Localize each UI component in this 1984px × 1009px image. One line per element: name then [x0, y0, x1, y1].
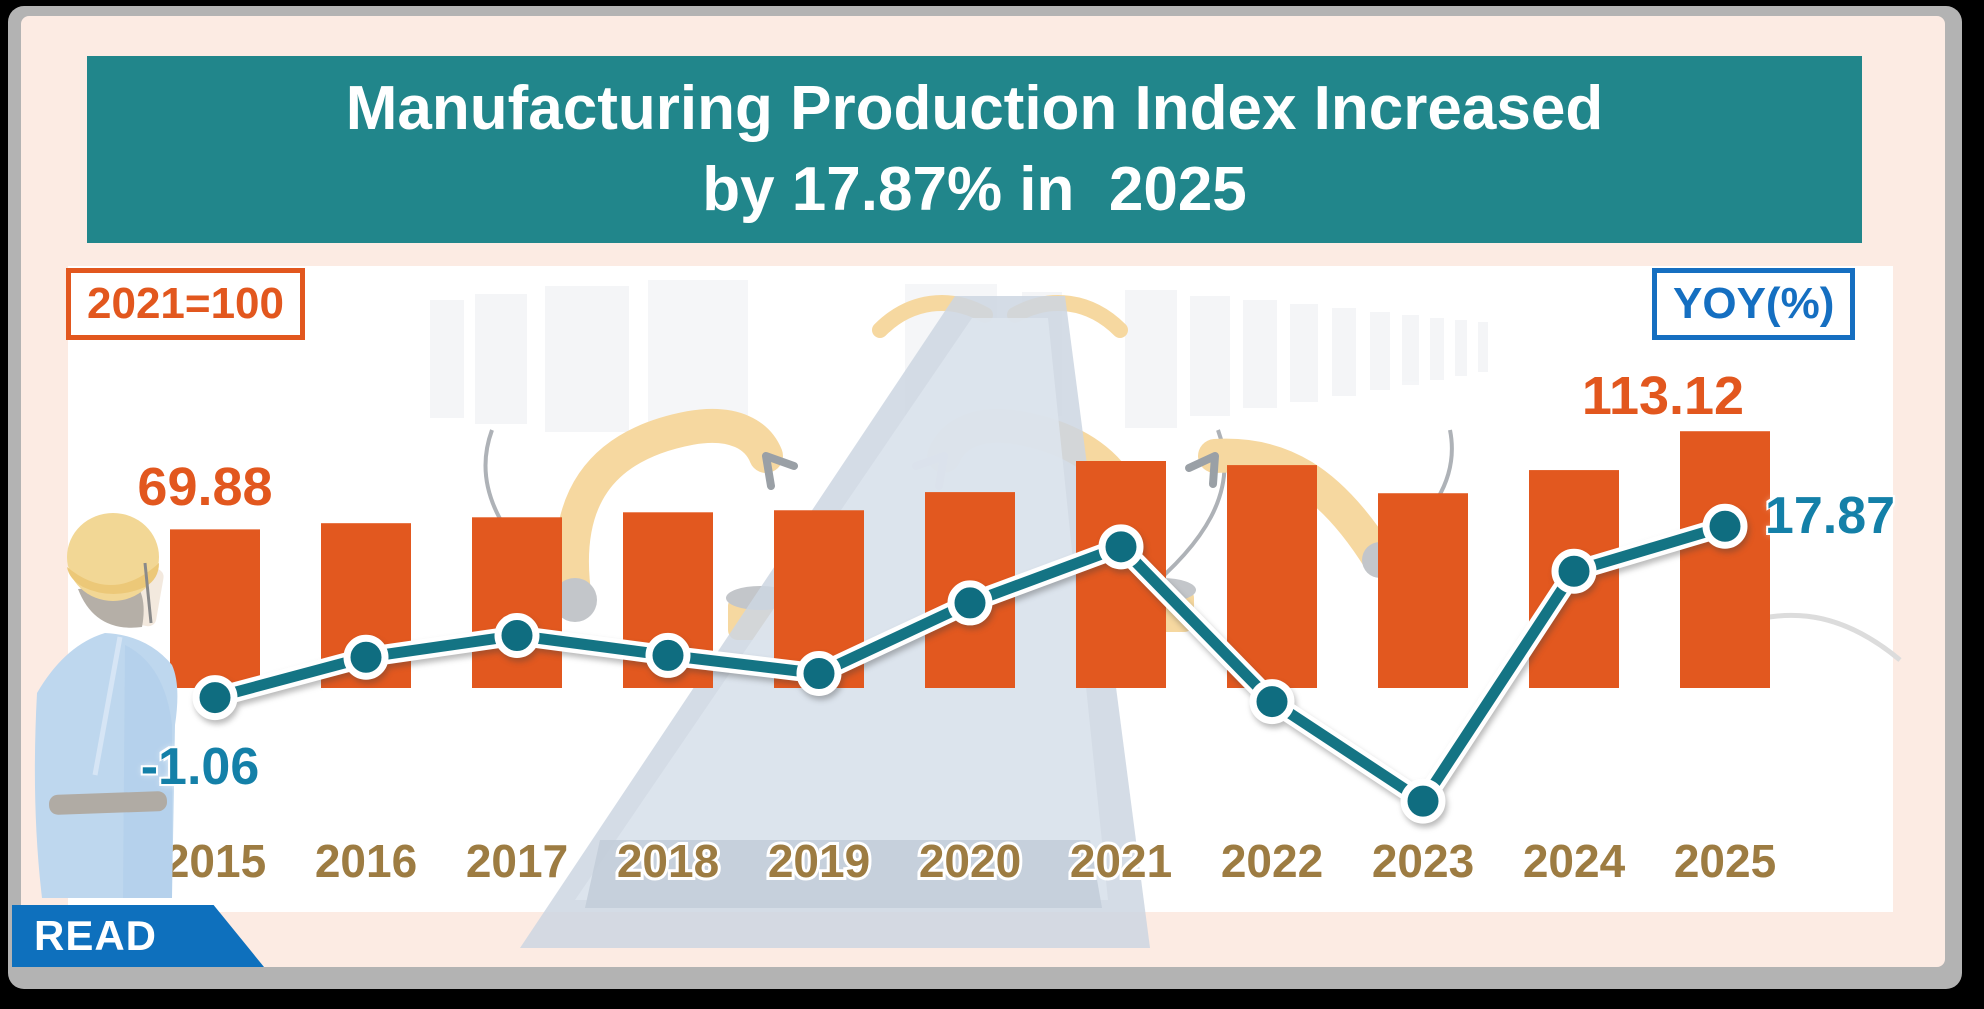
worker-coat-shadow: [123, 645, 172, 898]
yoy-label: YOY(%): [1673, 279, 1835, 328]
yoy-value-2015: -1.06: [140, 738, 260, 796]
yoy-value-2025: 17.87: [1764, 487, 1896, 545]
worker-illustration: [34, 513, 178, 898]
read-button-label: READ: [34, 912, 158, 959]
title-line-2: by 17.87% in 2025: [702, 154, 1247, 224]
chart-panel: [68, 266, 1893, 912]
index-base-label: 2021=100: [87, 279, 284, 328]
yoy-legend-box: YOY(%): [1652, 268, 1856, 340]
worker-hat-brim: [67, 563, 159, 594]
worker-chin-strap: [143, 562, 153, 624]
worker-belt: [48, 791, 168, 815]
title-banner: Manufacturing Production Index Increased…: [87, 56, 1862, 243]
title-line-1: Manufacturing Production Index Increased: [345, 73, 1604, 143]
index-base-legend-box: 2021=100: [66, 268, 305, 340]
index-value-2025: 113.12: [1581, 366, 1745, 426]
read-button[interactable]: READ: [12, 905, 264, 967]
index-value-2015: 69.88: [137, 457, 273, 517]
worker-coat-seam: [92, 636, 123, 776]
